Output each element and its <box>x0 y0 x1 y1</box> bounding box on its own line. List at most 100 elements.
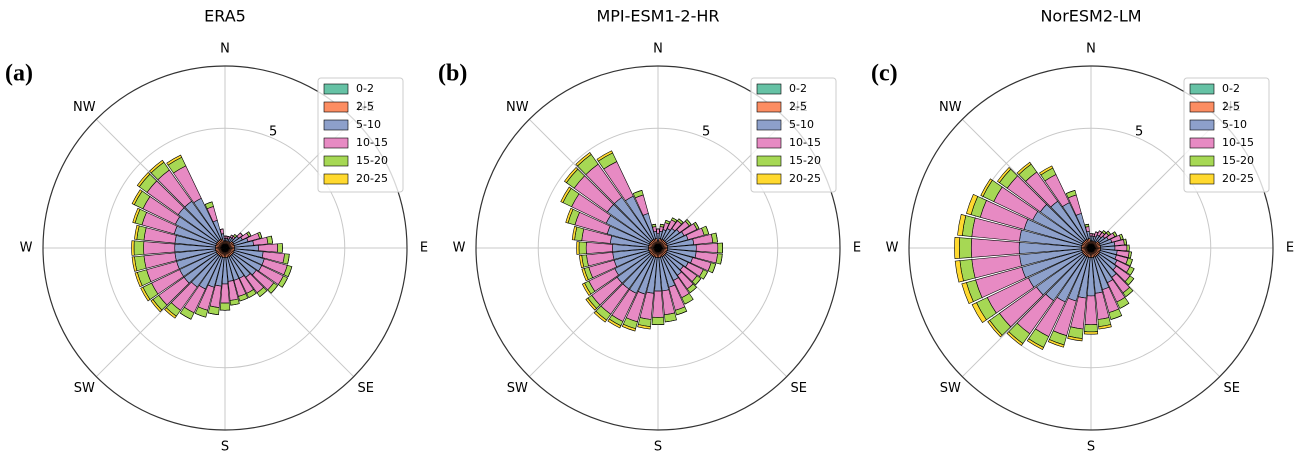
wedge <box>966 193 979 216</box>
legend-label: 5-10 <box>1222 118 1247 131</box>
legend-swatch <box>756 155 782 167</box>
direction-label: W <box>886 241 899 256</box>
r-tick-label: 5 <box>1135 124 1143 139</box>
direction-label: S <box>1087 440 1095 455</box>
wedge <box>656 228 660 234</box>
legend-label: 10-15 <box>789 136 821 149</box>
direction-label: NW <box>506 100 529 115</box>
direction-label: SE <box>1223 381 1239 396</box>
legend-label: 0-2 <box>1222 82 1240 95</box>
wedge <box>131 189 143 206</box>
panel-label: (c) <box>871 61 898 87</box>
legend-swatch <box>323 137 349 149</box>
wedge <box>1125 290 1134 297</box>
wedge <box>248 231 252 236</box>
legend-label: 5-10 <box>789 118 814 131</box>
legend-label: 20-25 <box>789 172 821 185</box>
wedge <box>637 324 651 330</box>
panel-label: (b) <box>438 61 467 87</box>
legend-swatch <box>323 173 349 185</box>
outer-frame <box>42 65 408 431</box>
wind-rose-panel: 5NNEESESSWWNW0-22-55-1010-1515-2020-25No… <box>871 7 1294 455</box>
wedge <box>621 323 636 332</box>
wedge <box>149 159 165 174</box>
direction-label: SW <box>507 381 528 396</box>
legend: 0-2 2-5 5-10 10-15 15-20 20-25 <box>1183 77 1270 193</box>
wedge <box>1119 303 1130 309</box>
direction-label: E <box>420 241 428 256</box>
wedge <box>134 271 143 288</box>
wedge <box>132 207 141 224</box>
direction-label: SW <box>940 381 961 396</box>
direction-label: SE <box>357 381 373 396</box>
legend: 0-2 2-5 5-10 10-15 15-20 20-25 <box>317 77 404 193</box>
chart-title: MPI-ESM1-2-HR <box>596 7 719 26</box>
wedge <box>1084 295 1098 325</box>
wedge <box>1099 230 1103 233</box>
wedge <box>581 282 592 296</box>
wedge <box>1098 324 1112 330</box>
legend-label: 10-15 <box>1222 136 1254 149</box>
legend-swatch <box>1189 119 1215 131</box>
chart-title: ERA5 <box>204 7 246 26</box>
wedge <box>571 226 578 241</box>
wedge <box>1110 315 1122 320</box>
wedge <box>1047 339 1065 348</box>
legend-label: 0-2 <box>356 82 374 95</box>
wedge <box>958 237 972 259</box>
wedge <box>1114 244 1128 252</box>
chart-title: NorESM2-LM <box>1040 7 1141 26</box>
legend-swatch <box>1189 83 1215 95</box>
wedge <box>560 186 572 204</box>
direction-label: N <box>653 42 663 57</box>
wedge <box>1126 244 1130 252</box>
wedge <box>219 302 231 311</box>
r-tick-label: 5 <box>702 124 710 139</box>
wedge <box>593 310 607 323</box>
legend-label: 2-5 <box>1222 100 1240 113</box>
direction-label: S <box>654 440 662 455</box>
wedge <box>997 167 1012 184</box>
wedge <box>136 172 151 188</box>
wedge <box>150 299 163 313</box>
direction-label: NW <box>939 100 962 115</box>
wedge <box>970 238 1020 258</box>
outer-frame <box>475 65 841 431</box>
wedge <box>971 302 987 324</box>
wedge <box>131 240 135 256</box>
wedge <box>565 207 574 224</box>
direction-label: E <box>853 241 861 256</box>
legend-swatch <box>323 101 349 113</box>
legend-label: 15-20 <box>1222 154 1254 167</box>
direction-label: N <box>220 42 230 57</box>
legend-label: 20-25 <box>1222 172 1254 185</box>
legend-swatch <box>323 119 349 131</box>
wedge <box>248 293 257 298</box>
wedge <box>579 255 585 269</box>
legend-swatch <box>1189 137 1215 149</box>
wedge <box>134 224 140 240</box>
direction-label: N <box>1086 42 1096 57</box>
legend-swatch <box>1189 173 1215 185</box>
wedge <box>1089 233 1093 237</box>
legend-label: 15-20 <box>356 154 388 167</box>
wedge <box>240 232 243 236</box>
wedge <box>166 154 183 166</box>
direction-label: W <box>20 241 33 256</box>
direction-label: E <box>1286 241 1294 256</box>
wedge <box>1066 190 1076 194</box>
wedge <box>1039 165 1054 176</box>
legend-swatch <box>756 137 782 149</box>
wedge <box>585 242 613 254</box>
wedge <box>678 218 684 223</box>
wedge <box>954 260 964 283</box>
wind-rose-panel: 5NNEESESSWWNW0-22-55-1010-1515-2020-25ER… <box>5 7 428 455</box>
wedge <box>1084 324 1098 333</box>
wedge <box>1067 335 1083 342</box>
wedge <box>576 241 580 255</box>
direction-label: SW <box>74 381 95 396</box>
wedge <box>277 243 283 253</box>
wedge <box>652 290 664 318</box>
legend-label: 0-2 <box>789 82 807 95</box>
